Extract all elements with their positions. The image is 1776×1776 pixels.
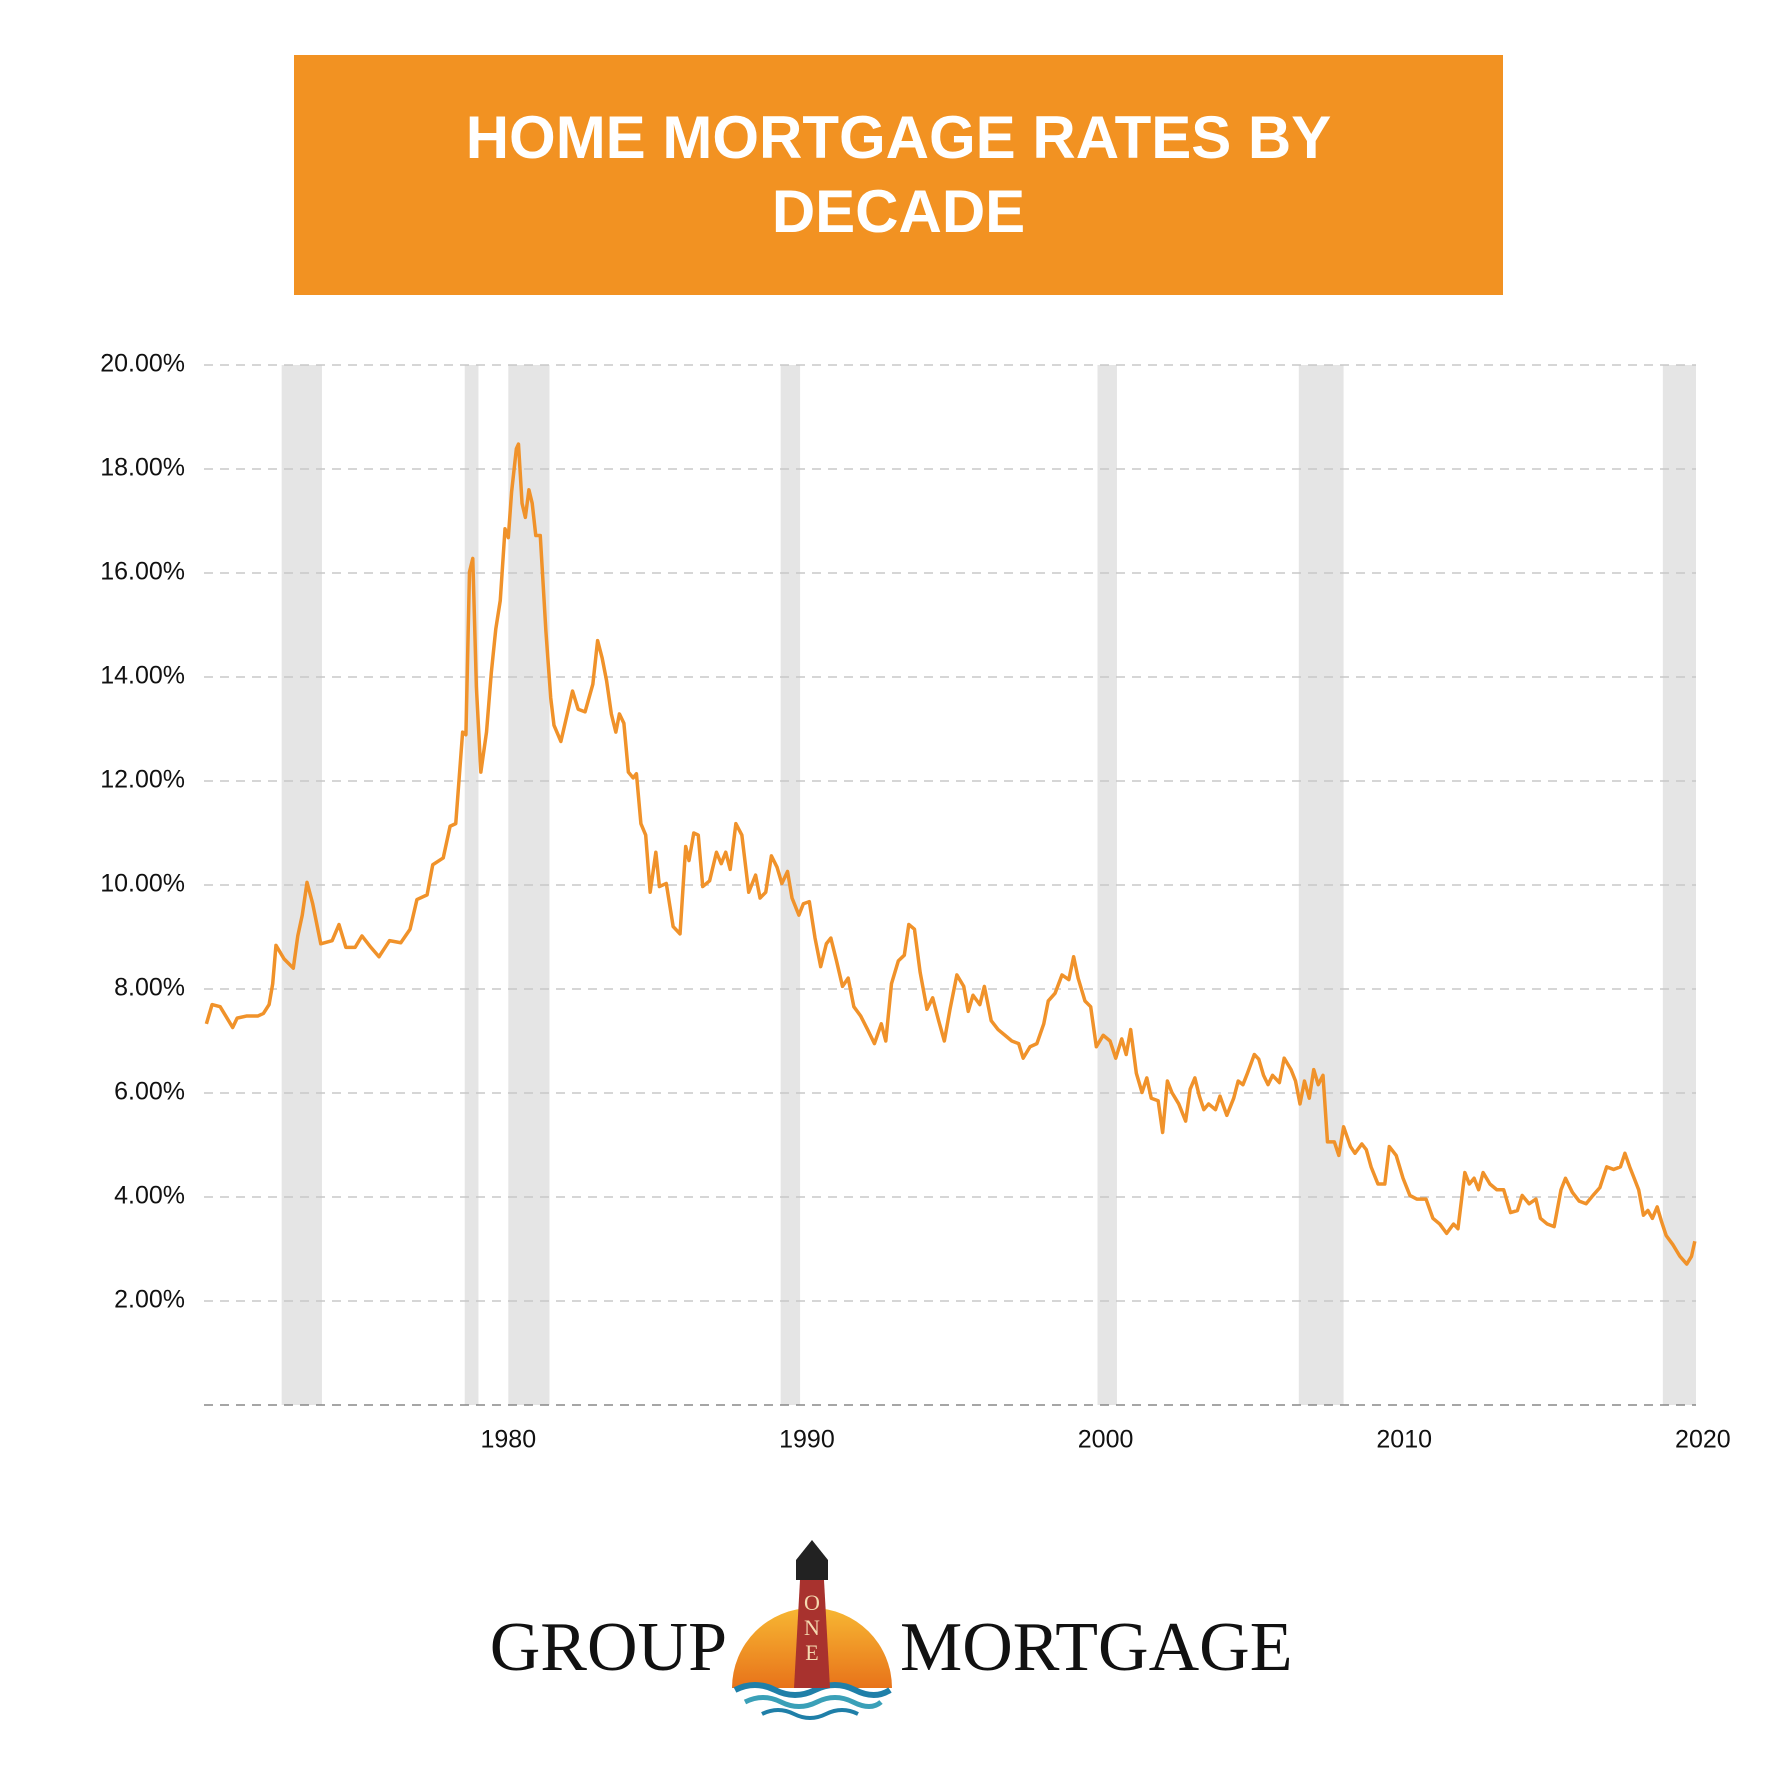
y-tick-label: 8.00% <box>114 974 185 1002</box>
logo-tower <box>794 1580 830 1688</box>
y-tick-label: 6.00% <box>114 1078 185 1106</box>
chart-title: HOME MORTGAGE RATES BY DECADE <box>465 104 1332 245</box>
y-tick-label: 10.00% <box>100 870 185 898</box>
logo-left: GROUP <box>490 1609 727 1686</box>
logo-wave <box>733 1682 892 1698</box>
y-tick-label: 16.00% <box>100 558 185 586</box>
logo-right: MORTGAGE <box>900 1609 1292 1686</box>
title-banner: HOME MORTGAGE RATES BY DECADE <box>294 55 1503 295</box>
x-tick-label: 2010 <box>1376 1426 1432 1454</box>
y-tick-label: 18.00% <box>100 454 185 482</box>
logo-lamp <box>796 1560 828 1580</box>
plot-area: 2.00% 4.00% 6.00% 8.00% 10.00% 12.00% 14.00% 16… <box>100 350 1730 1454</box>
logo-wave <box>761 1708 859 1720</box>
rate-line <box>204 442 1697 1266</box>
logo: ONE GROUP MORTGAGE <box>490 1540 1292 1720</box>
logo-roof <box>796 1540 828 1560</box>
x-tick-label: 2000 <box>1078 1426 1134 1454</box>
y-tick-label: 12.00% <box>100 766 185 794</box>
y-tick-label: 2.00% <box>114 1286 185 1314</box>
x-tick-label: 1980 <box>481 1426 537 1454</box>
logo-center: ONE <box>800 1590 825 1665</box>
y-tick-label: 14.00% <box>100 662 185 690</box>
shaded-range <box>1298 365 1344 1405</box>
x-tick-label: 1990 <box>779 1426 835 1454</box>
y-tick-label: 20.00% <box>100 350 185 378</box>
logo-wave <box>743 1695 883 1709</box>
y-tick-label: 4.00% <box>114 1182 185 1210</box>
x-tick-label: 2020 <box>1675 1426 1731 1454</box>
